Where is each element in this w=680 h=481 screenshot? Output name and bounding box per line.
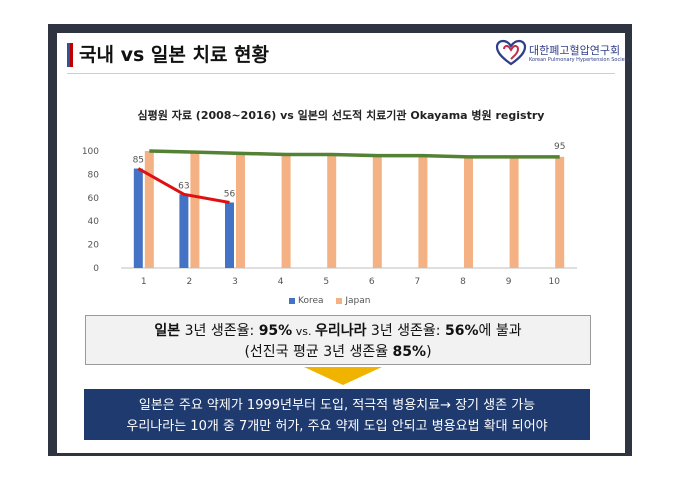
legend-item-korea: Korea xyxy=(289,296,324,306)
x-tick-label: 6 xyxy=(369,277,375,287)
data-label-korea: 56 xyxy=(224,189,236,199)
bar-korea xyxy=(133,168,143,268)
title-divider xyxy=(67,73,615,74)
bar-japan xyxy=(144,151,154,268)
bar-japan xyxy=(236,153,245,268)
y-tick-label: 80 xyxy=(88,170,100,180)
title-accent-mark xyxy=(67,43,73,67)
summary-line-2: 우리나라는 10개 중 7개만 허가, 주요 약제 도입 안되고 병용요법 확대… xyxy=(126,419,548,434)
x-tick-label: 2 xyxy=(187,277,193,287)
summary-line-1: 일본은 주요 약제가 1999년부터 도입, 적극적 병용치료→ 장기 생존 가… xyxy=(138,398,536,413)
legend-item-japan: Japan xyxy=(336,296,371,306)
x-tick-label: 7 xyxy=(415,277,421,287)
callout-japan: 일본 xyxy=(154,323,181,339)
slide: 국내 vs 일본 치료 현황 대한폐고혈압연구회 Korean Pulmonar… xyxy=(57,33,630,453)
bar-japan xyxy=(509,156,519,268)
x-tick-label: 1 xyxy=(141,277,147,287)
callout-text: 3년 생존율: xyxy=(366,323,445,339)
x-tick-label: 8 xyxy=(460,277,466,287)
bar-japan xyxy=(327,154,337,268)
legend-label-korea: Korea xyxy=(298,296,324,306)
callout-vs: vs. xyxy=(292,325,315,338)
callout-japan-rate: 95% xyxy=(258,323,293,339)
bar-japan xyxy=(555,156,565,268)
data-label-korea: 85 xyxy=(133,156,144,166)
down-arrow-icon xyxy=(304,367,382,385)
society-logo: 대한폐고혈압연구회 Korean Pulmonary Hypertension … xyxy=(495,39,630,69)
bar-korea xyxy=(179,194,189,268)
legend-swatch-japan xyxy=(336,297,343,304)
callout-text: ) xyxy=(426,344,432,360)
korea-trend-line xyxy=(137,167,230,204)
bar-japan xyxy=(418,155,428,268)
y-tick-label: 40 xyxy=(88,217,100,227)
y-tick-label: 100 xyxy=(82,147,99,157)
bar-japan xyxy=(190,152,200,268)
logo-name-en: Korean Pulmonary Hypertension Society xyxy=(529,57,630,63)
chart-legend: Korea Japan xyxy=(289,296,381,306)
callout-average-rate: 85% xyxy=(392,344,427,360)
y-tick-label: 20 xyxy=(88,241,100,251)
x-tick-label: 9 xyxy=(506,277,512,287)
callout-korea: 우리나라 xyxy=(314,323,367,339)
logo-name-ko: 대한폐고혈압연구회 xyxy=(529,44,621,57)
x-tick-label: 10 xyxy=(548,277,560,287)
legend-swatch-korea xyxy=(289,297,295,304)
bar-japan xyxy=(372,155,382,268)
japan-trend-line xyxy=(149,149,560,159)
x-tick-label: 5 xyxy=(323,277,329,287)
heart-logo-icon xyxy=(495,39,527,66)
bar-korea xyxy=(225,202,234,268)
title-bar: 국내 vs 일본 치료 현황 대한폐고혈압연구회 Korean Pulmonar… xyxy=(57,33,630,74)
x-tick-label: 4 xyxy=(278,277,284,287)
data-label-japan: 95 xyxy=(554,142,565,152)
legend-label-japan: Japan xyxy=(345,296,371,306)
callout-korea-rate: 56% xyxy=(444,323,479,339)
y-tick-label: 0 xyxy=(93,264,99,274)
y-tick-label: 60 xyxy=(88,194,100,204)
callout-text: (선진국 평균 3년 생존율 xyxy=(244,344,393,360)
chart-title: 심평원 자료 (2008~2016) vs 일본의 선도적 치료기관 Okaya… xyxy=(137,109,545,122)
callout-text: 에 불과 xyxy=(478,323,522,339)
bar-japan xyxy=(464,156,473,268)
survival-callout-box: 일본 3년 생존율: 95% vs. 우리나라 3년 생존율: 56%에 불과 … xyxy=(85,315,591,365)
callout-line-1: 일본 3년 생존율: 95% vs. 우리나라 3년 생존율: 56%에 불과 xyxy=(86,320,590,340)
page-title: 국내 vs 일본 치료 현황 xyxy=(79,44,269,66)
summary-box: 일본은 주요 약제가 1999년부터 도입, 적극적 병용치료→ 장기 생존 가… xyxy=(84,389,590,440)
callout-text: 3년 생존율: xyxy=(180,323,259,339)
bar-japan xyxy=(281,154,291,268)
x-tick-label: 3 xyxy=(232,277,238,287)
data-label-korea: 63 xyxy=(178,181,189,191)
callout-line-2: (선진국 평균 3년 생존율 85%) xyxy=(86,341,590,361)
